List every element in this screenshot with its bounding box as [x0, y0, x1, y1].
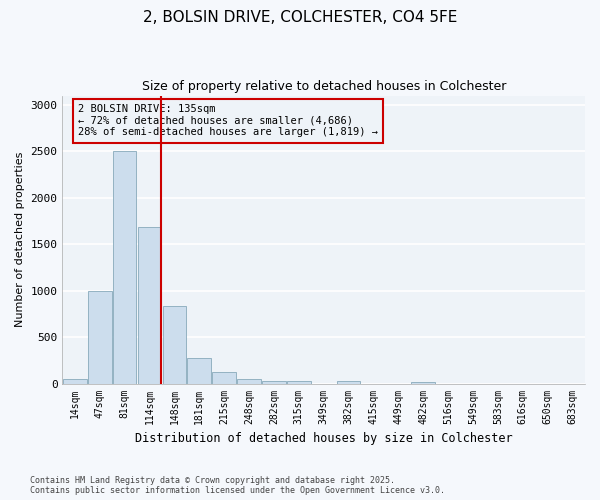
Bar: [88, 290, 112, 384]
Title: Size of property relative to detached houses in Colchester: Size of property relative to detached ho…: [142, 80, 506, 93]
Y-axis label: Number of detached properties: Number of detached properties: [15, 152, 25, 327]
Bar: [63, 379, 86, 384]
Bar: [337, 381, 361, 384]
Bar: [113, 152, 136, 384]
Bar: [237, 379, 261, 384]
X-axis label: Distribution of detached houses by size in Colchester: Distribution of detached houses by size …: [135, 432, 512, 445]
Bar: [287, 381, 311, 384]
Bar: [412, 382, 435, 384]
Bar: [212, 372, 236, 384]
Bar: [187, 358, 211, 384]
Bar: [137, 228, 161, 384]
Text: 2 BOLSIN DRIVE: 135sqm
← 72% of detached houses are smaller (4,686)
28% of semi-: 2 BOLSIN DRIVE: 135sqm ← 72% of detached…: [78, 104, 378, 138]
Text: 2, BOLSIN DRIVE, COLCHESTER, CO4 5FE: 2, BOLSIN DRIVE, COLCHESTER, CO4 5FE: [143, 10, 457, 25]
Text: Contains HM Land Registry data © Crown copyright and database right 2025.
Contai: Contains HM Land Registry data © Crown c…: [30, 476, 445, 495]
Bar: [262, 381, 286, 384]
Bar: [163, 306, 186, 384]
